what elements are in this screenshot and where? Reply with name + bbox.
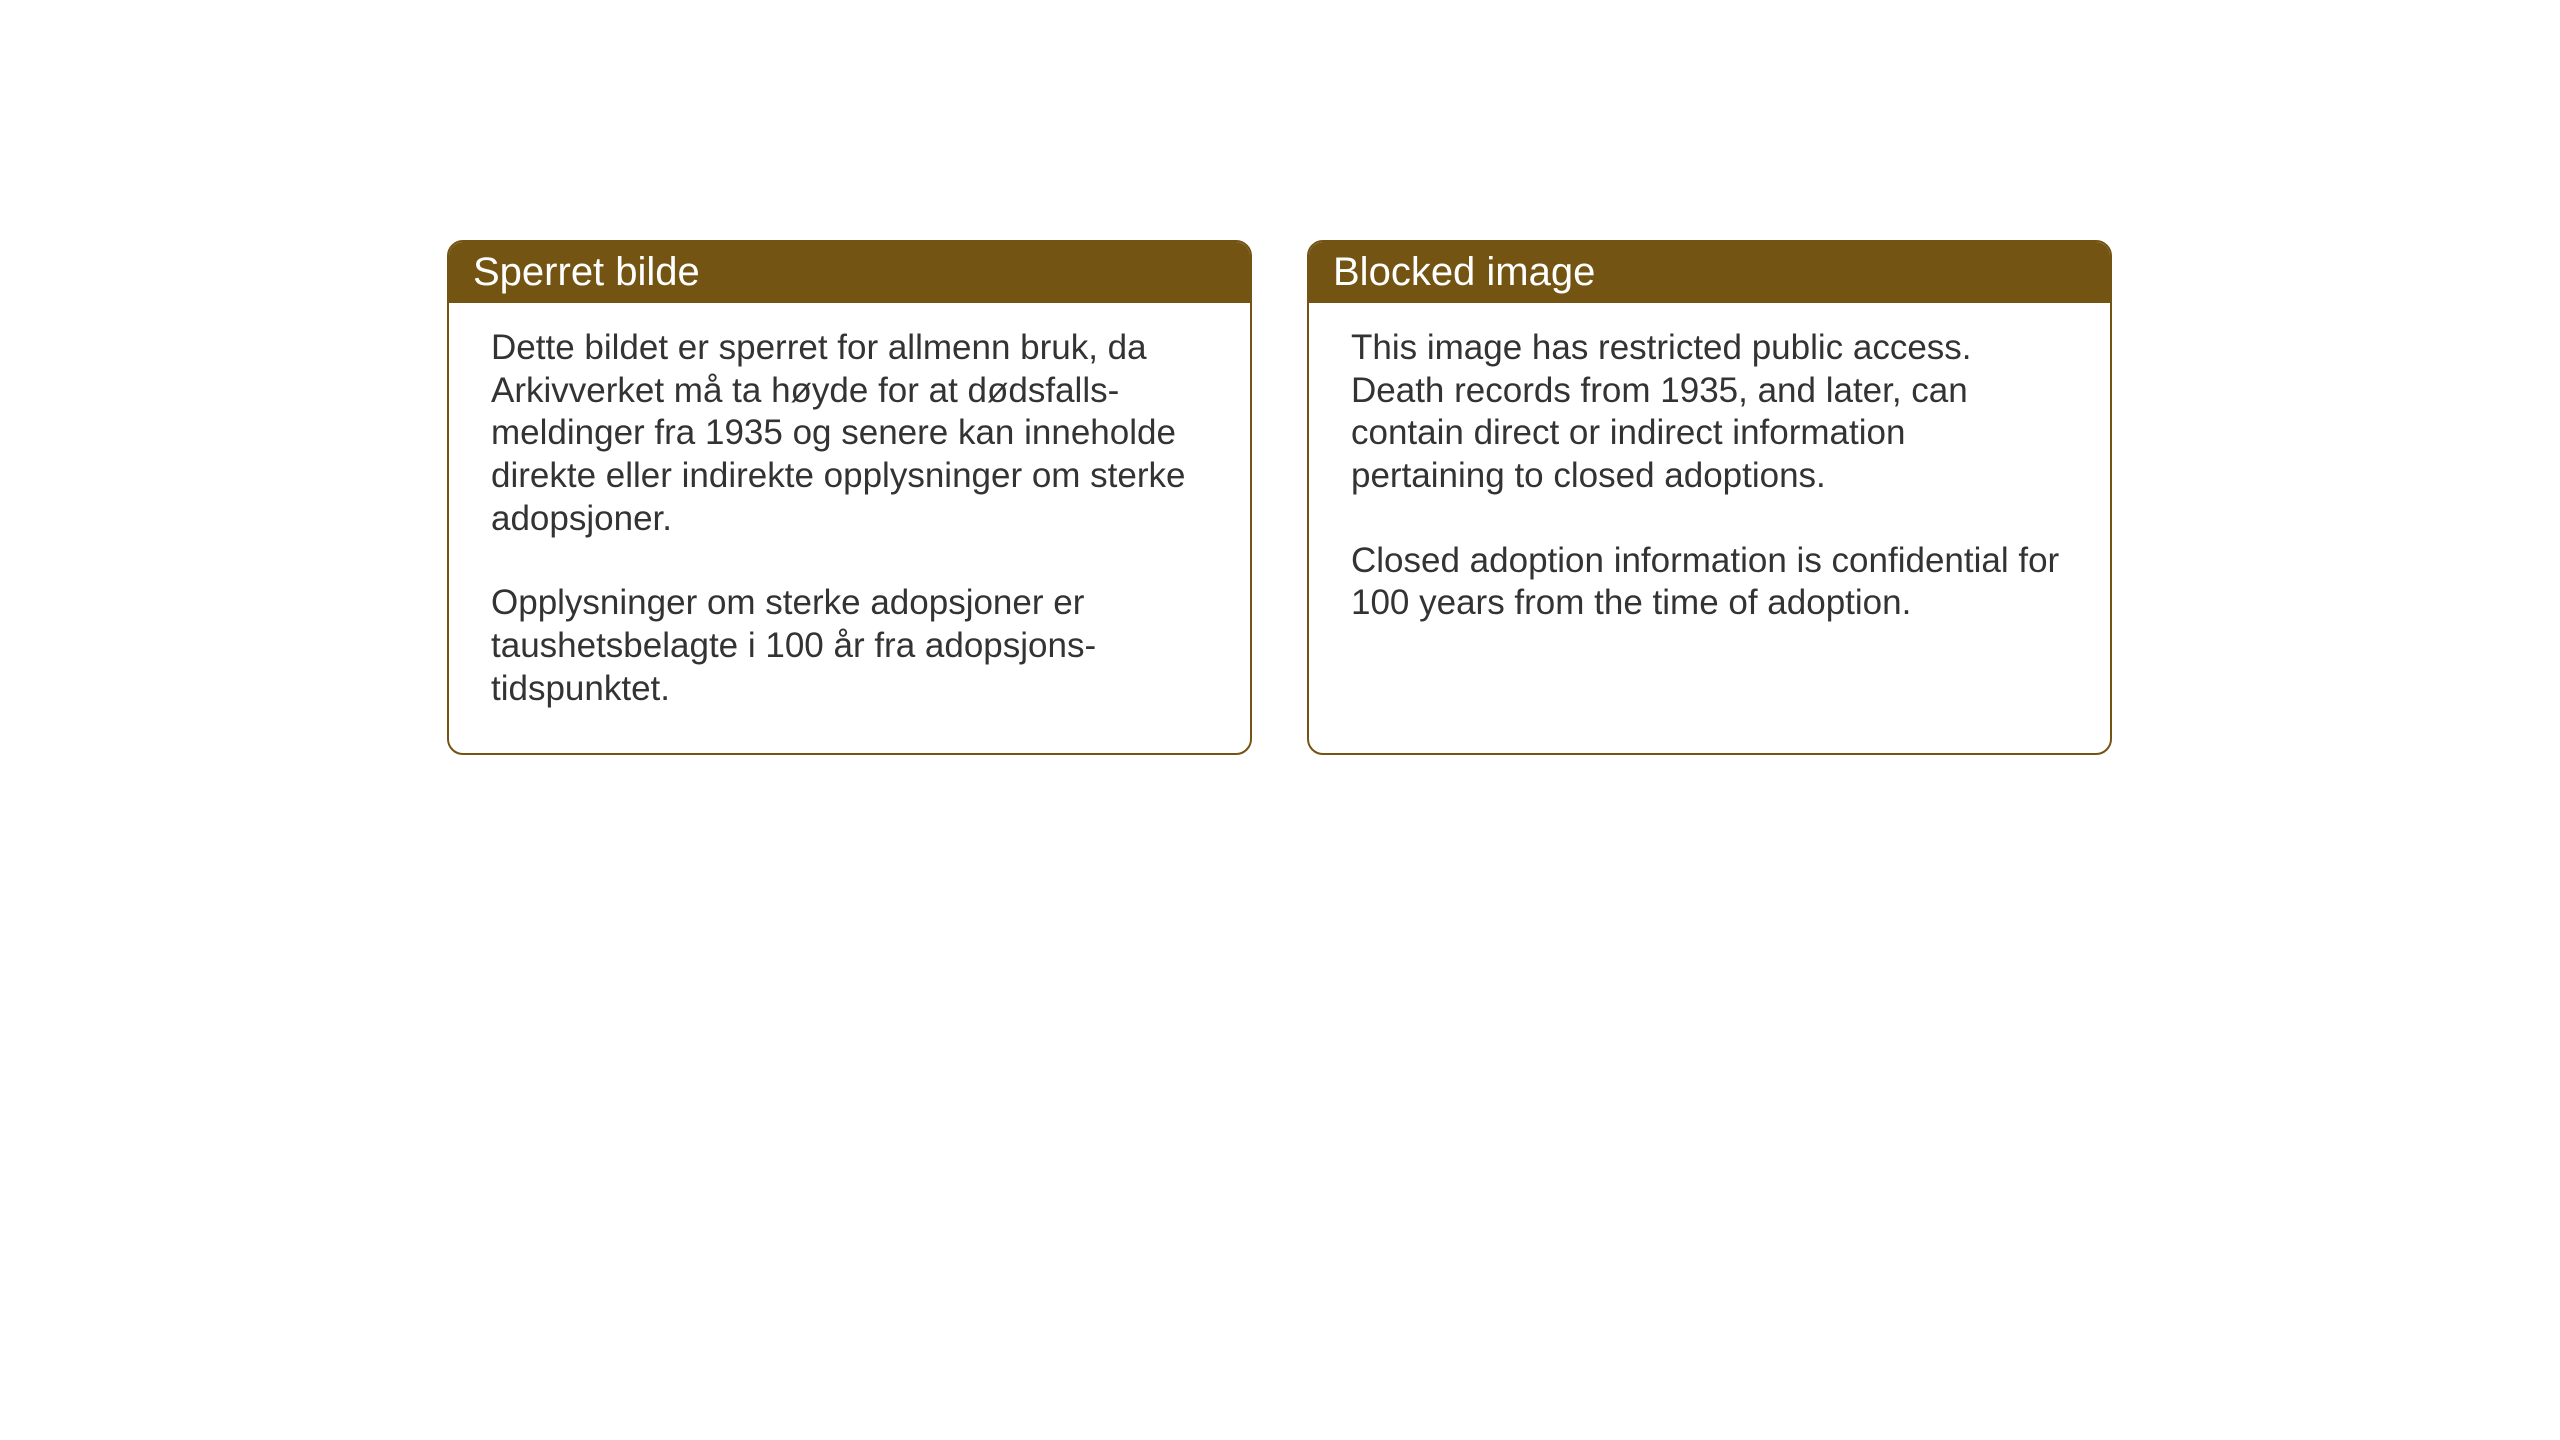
- norwegian-card-body: Dette bildet er sperret for allmenn bruk…: [449, 303, 1250, 753]
- english-paragraph-2: Closed adoption information is confident…: [1351, 540, 2068, 625]
- english-paragraph-1: This image has restricted public access.…: [1351, 327, 2068, 498]
- norwegian-card-title: Sperret bilde: [449, 242, 1250, 303]
- norwegian-paragraph-2: Opplysninger om sterke adopsjoner er tau…: [491, 582, 1208, 710]
- notice-container: Sperret bilde Dette bildet er sperret fo…: [447, 240, 2112, 755]
- norwegian-notice-card: Sperret bilde Dette bildet er sperret fo…: [447, 240, 1252, 755]
- english-card-body: This image has restricted public access.…: [1309, 303, 2110, 667]
- norwegian-paragraph-1: Dette bildet er sperret for allmenn bruk…: [491, 327, 1208, 540]
- english-card-title: Blocked image: [1309, 242, 2110, 303]
- english-notice-card: Blocked image This image has restricted …: [1307, 240, 2112, 755]
